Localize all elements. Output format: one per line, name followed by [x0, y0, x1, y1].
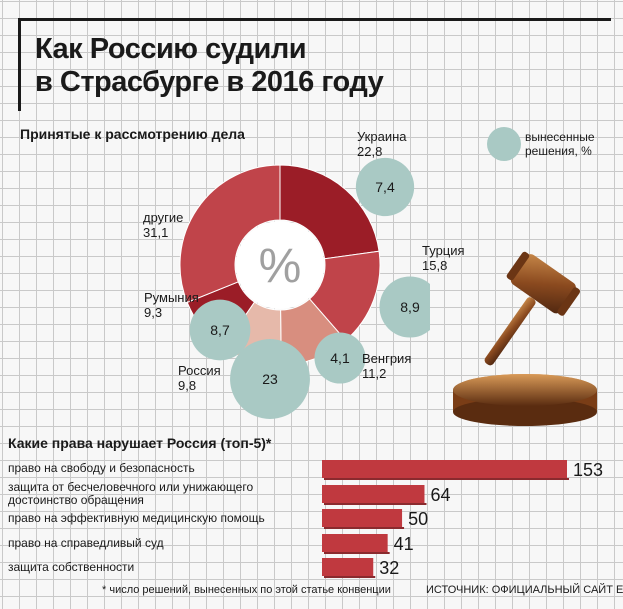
legend-line-2: решения, %: [525, 144, 592, 158]
decision-value: 7,4: [375, 179, 395, 195]
label-others: другие 31,1: [143, 210, 183, 240]
bar-shadow: [324, 503, 427, 505]
gavel-illustration: [453, 251, 597, 426]
label-russia-name: Россия: [178, 363, 221, 378]
decision-value: 8,9: [400, 299, 420, 315]
bar-label-4: право на справедливый суд: [8, 536, 164, 550]
bar-value: 41: [394, 534, 414, 554]
donut-slice: [279, 164, 380, 260]
donut-slice: [179, 164, 281, 304]
donut-center-symbol: %: [259, 240, 302, 293]
decision-bubble: [189, 299, 251, 361]
bar: [322, 509, 403, 527]
title-line-1: Как Россию судили: [35, 33, 307, 65]
bar-shadow: [324, 552, 390, 554]
bar-shadow: [324, 478, 569, 480]
label-romania-name: Румыния: [144, 290, 199, 305]
label-russia-value: 9,8: [178, 378, 197, 393]
bar-value: 32: [379, 558, 399, 578]
bar: [322, 558, 374, 576]
label-hungary: Венгрия 11,2: [362, 351, 411, 381]
bar-label-3: право на эффективную медицинскую помощь: [8, 511, 265, 525]
label-others-value: 31,1: [143, 225, 169, 240]
decision-value: 23: [262, 371, 278, 387]
decision-value: 4,1: [330, 350, 350, 366]
bar: [322, 460, 567, 478]
decision-value: 8,7: [210, 322, 230, 338]
bar: [322, 534, 388, 552]
label-hungary-value: 11,2: [362, 366, 387, 381]
donut-hole: [236, 221, 324, 309]
title-line-2: в Страсбурге в 2016 году: [35, 66, 384, 98]
label-russia: Россия 9,8: [178, 363, 221, 393]
label-ukraine-value: 22,8: [357, 144, 383, 159]
bar-value: 153: [573, 460, 603, 480]
label-turkey: Турция 15,8: [422, 243, 465, 273]
decision-bubble: [379, 276, 430, 338]
decision-bubble: [355, 157, 415, 217]
bar-label-2b: достоинство обращения: [8, 493, 144, 507]
label-romania: Румыния 9,3: [144, 290, 199, 320]
bar-heading: Какие права нарушает Россия (топ-5)*: [8, 435, 272, 451]
bar-shadow: [324, 527, 405, 529]
legend-line-1: вынесенные: [525, 130, 595, 144]
donut-heading: Принятые к рассмотрению дела: [20, 126, 245, 142]
bar-label-5: защита собственности: [8, 560, 135, 574]
legend-text: вынесенные решения, %: [525, 130, 595, 158]
label-turkey-name: Турция: [422, 243, 465, 258]
footnote: * число решений, вынесенных по этой стат…: [102, 584, 391, 596]
legend-bubble: [487, 127, 521, 161]
label-others-name: другие: [143, 210, 184, 225]
decision-bubble: [230, 339, 310, 419]
bar: [322, 485, 425, 503]
bar-value: 64: [430, 485, 450, 505]
page-title: Как Россию судили в Страсбурге в 2016 го…: [35, 33, 384, 99]
label-hungary-name: Венгрия: [362, 351, 412, 366]
bar-label-1: право на свободу и безопасность: [8, 461, 195, 475]
label-ukraine-name: Украина: [357, 129, 407, 144]
source-note: ИСТОЧНИК: ОФИЦИАЛЬНЫЙ САЙТ ЕСПЧ: [426, 584, 623, 596]
bar-value: 50: [408, 509, 428, 529]
label-turkey-value: 15,8: [422, 258, 448, 273]
label-ukraine: Украина 22,8: [357, 129, 407, 159]
donut-chart: % 7,4 8,9 4,1 23 8,7: [179, 157, 430, 419]
title-box: Как Россию судили в Страсбурге в 2016 го…: [18, 18, 611, 111]
label-romania-value: 9,3: [144, 305, 163, 320]
bar-label-2a: защита от бесчеловечного или унижающего: [8, 480, 254, 494]
decision-bubble: [314, 332, 366, 384]
bar-shadow: [324, 576, 376, 578]
